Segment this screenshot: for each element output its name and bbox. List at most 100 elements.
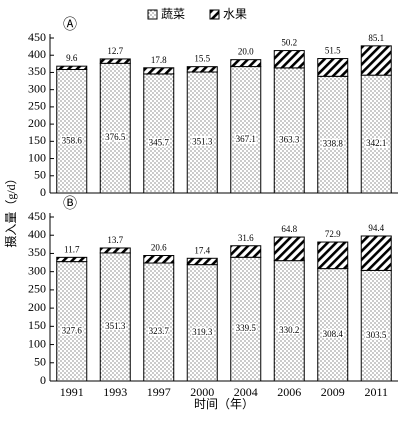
value-label: 51.5 (325, 46, 341, 56)
y-axis-label: 摄入量（g/d） (3, 172, 18, 247)
value-label: 330.2 (279, 325, 299, 335)
bar-segment (317, 75, 349, 194)
bar-segment (143, 73, 175, 194)
y-tick-label: 0 (40, 373, 46, 387)
value-label: 367.1 (236, 134, 256, 144)
bar-segment (360, 269, 392, 382)
y-tick-label: 400 (28, 47, 46, 61)
value-label: 345.7 (149, 138, 170, 148)
bar-segment (273, 260, 305, 382)
value-label: 20.0 (238, 47, 254, 57)
y-tick-label: 50 (34, 168, 46, 182)
bar-segment (273, 236, 305, 262)
bar-segment (143, 67, 175, 75)
legend-label: 蔬菜 (161, 7, 185, 21)
bar-segment (143, 262, 175, 382)
value-label: 351.3 (105, 321, 126, 331)
value-label: 327.6 (62, 325, 83, 335)
bar-segment (56, 256, 88, 263)
y-tick-label: 450 (28, 209, 46, 223)
x-tick-label: 1993 (103, 385, 127, 399)
bar-segment (186, 264, 218, 382)
value-label: 303.5 (366, 330, 387, 340)
value-label: 358.6 (62, 135, 83, 145)
bar-segment (186, 71, 218, 194)
y-tick-label: 250 (28, 99, 46, 113)
bar-segment (360, 235, 392, 271)
y-tick-label: 100 (28, 150, 46, 164)
value-label: 50.2 (281, 38, 297, 48)
value-label: 9.6 (66, 53, 78, 63)
legend-swatch (147, 9, 158, 20)
legend-swatch (209, 9, 220, 20)
panel-label: Ⓑ (63, 196, 77, 212)
value-label: 363.3 (279, 134, 300, 144)
y-tick-label: 100 (28, 336, 46, 350)
y-tick-label: 450 (28, 30, 46, 44)
y-tick-label: 200 (28, 116, 46, 130)
x-axis-label: 时间（年） (194, 397, 254, 411)
value-label: 323.7 (149, 326, 170, 336)
value-label: 64.8 (281, 224, 297, 234)
x-tick-label: 1997 (147, 385, 171, 399)
value-label: 72.9 (325, 229, 341, 239)
value-label: 11.7 (64, 244, 80, 254)
y-tick-label: 50 (34, 355, 46, 369)
value-label: 17.8 (151, 55, 167, 65)
bar-segment (230, 245, 262, 258)
value-label: 17.4 (194, 245, 210, 255)
value-label: 94.4 (368, 223, 384, 233)
bar-segment (273, 67, 305, 194)
value-label: 308.4 (323, 329, 344, 339)
bar-segment (273, 50, 305, 69)
value-label: 85.1 (368, 33, 384, 43)
bar-segment (186, 66, 218, 73)
y-tick-label: 400 (28, 227, 46, 241)
value-label: 12.7 (107, 46, 123, 56)
x-tick-label: 2006 (277, 385, 301, 399)
bar-segment (56, 68, 88, 194)
value-label: 13.7 (107, 235, 123, 245)
bar-segment (317, 58, 349, 77)
bar-segment (360, 74, 392, 194)
y-tick-label: 300 (28, 263, 46, 277)
legend-label: 水果 (223, 7, 247, 21)
value-label: 20.6 (151, 243, 167, 253)
x-tick-label: 2009 (321, 385, 345, 399)
x-tick-label: 1991 (60, 385, 84, 399)
y-tick-label: 0 (40, 185, 46, 199)
bar-segment (56, 261, 88, 382)
y-tick-label: 350 (28, 245, 46, 259)
value-label: 15.5 (194, 54, 210, 64)
bar-segment (230, 59, 262, 68)
y-tick-label: 200 (28, 300, 46, 314)
value-label: 339.5 (236, 323, 257, 333)
x-tick-label: 2011 (364, 385, 388, 399)
value-label: 338.8 (323, 139, 344, 149)
bar-segment (317, 241, 349, 270)
bar-segment (317, 268, 349, 382)
y-tick-label: 300 (28, 81, 46, 95)
bar-segment (99, 252, 131, 382)
bar-segment (186, 257, 218, 266)
bar-segment (230, 256, 262, 382)
bar-segment (99, 58, 131, 64)
bar-segment (143, 255, 175, 264)
y-tick-label: 150 (28, 133, 46, 147)
x-tick-label: 2000 (190, 385, 214, 399)
y-tick-label: 350 (28, 64, 46, 78)
value-label: 342.1 (366, 138, 386, 148)
x-tick-label: 2004 (234, 385, 258, 399)
bar-segment (99, 62, 131, 194)
bar-segment (230, 66, 262, 194)
y-tick-label: 150 (28, 318, 46, 332)
bar-segment (99, 247, 131, 254)
value-label: 376.5 (105, 132, 126, 142)
panel-label: Ⓐ (63, 17, 77, 33)
y-tick-label: 250 (28, 282, 46, 296)
value-label: 351.3 (192, 137, 213, 147)
bar-segment (360, 45, 392, 76)
bar-segment (56, 65, 88, 70)
value-label: 319.3 (192, 327, 213, 337)
